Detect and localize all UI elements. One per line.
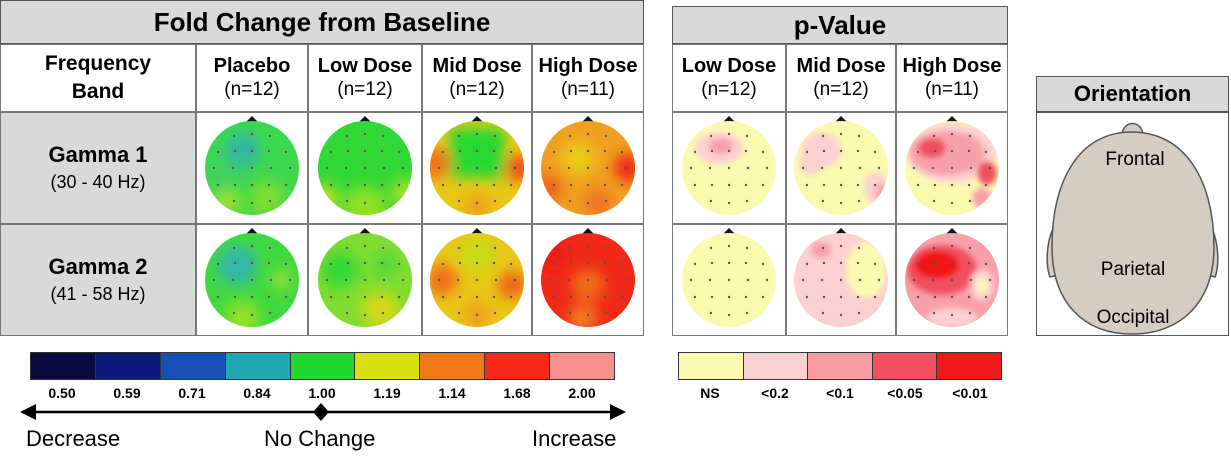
- fold-swatch-4: [290, 353, 356, 379]
- head-shape: [1051, 131, 1215, 335]
- column-label: High Dose: [538, 55, 638, 77]
- frequency-band-header: Frequency Band: [0, 44, 196, 112]
- fold-swatch-2: [160, 353, 226, 379]
- row-label: Gamma 1: [48, 142, 148, 167]
- fold-legend-label: 1.68: [503, 385, 531, 401]
- fold-legend-label: 2.00: [568, 385, 596, 401]
- left-arrowhead: [20, 404, 36, 420]
- column-label: Low Dose: [681, 55, 777, 77]
- orientation-head-diagram: [1046, 122, 1219, 335]
- no-change-label: No Change: [264, 426, 376, 451]
- column-n: (n=12): [701, 79, 757, 100]
- column-n: (n=11): [560, 79, 616, 100]
- p-map-cell-gamma2-high: [896, 224, 1008, 336]
- column-header-high-dose: High Dose (n=11): [532, 44, 644, 112]
- p-legend-label: <0.2: [761, 385, 789, 401]
- center-diamond: [313, 403, 329, 421]
- map-cell-gamma1-high: [532, 112, 644, 224]
- fold-legend-label: 1.14: [438, 385, 466, 401]
- column-n: (n=12): [224, 79, 280, 100]
- p-swatch-4: [937, 353, 1001, 379]
- column-label: High Dose: [902, 55, 1002, 77]
- fold-legend-label: 1.00: [308, 385, 336, 401]
- p-value-title: p-Value: [672, 6, 1008, 44]
- fold-legend-label: 0.84: [243, 385, 271, 401]
- row-range: (30 - 40 Hz): [50, 172, 146, 192]
- row-header-gamma-1: Gamma 1 (30 - 40 Hz): [0, 112, 196, 224]
- fold-swatch-8: [550, 353, 615, 379]
- p-legend-label: <0.05: [887, 385, 923, 401]
- column-header-mid-dose: Mid Dose (n=12): [422, 44, 532, 112]
- fold-swatch-0: [31, 353, 96, 379]
- fold-legend-label: 0.59: [113, 385, 141, 401]
- p-column-header-high-dose: High Dose (n=11): [896, 44, 1008, 112]
- fold-change-title: Fold Change from Baseline: [0, 0, 644, 44]
- fold-swatch-6: [420, 353, 486, 379]
- map-cell-gamma1-mid: [422, 112, 532, 224]
- parietal-label: Parietal: [1100, 259, 1166, 280]
- column-label: Placebo: [213, 55, 291, 77]
- frontal-label: Frontal: [1105, 149, 1165, 170]
- right-arrowhead: [610, 404, 626, 420]
- map-cell-gamma1-placebo: [196, 112, 308, 224]
- column-label: Low Dose: [317, 55, 413, 77]
- column-n: (n=12): [337, 79, 393, 100]
- frequency-band-label: Frequency Band: [44, 52, 152, 103]
- p-map-cell-gamma1-low: [672, 112, 786, 224]
- p-column-header-low-dose: Low Dose (n=12): [672, 44, 786, 112]
- p-swatch-1: [743, 353, 809, 379]
- row-range: (41 - 58 Hz): [50, 284, 146, 304]
- fold-change-colorbar: [30, 352, 615, 380]
- fold-swatch-5: [355, 353, 421, 379]
- column-label: Mid Dose: [796, 55, 886, 77]
- fold-legend-label: 0.50: [48, 385, 76, 401]
- column-n: (n=11): [924, 79, 980, 100]
- p-legend-label: NS: [700, 385, 720, 401]
- occipital-label: Occipital: [1096, 307, 1170, 328]
- row-header-gamma-2: Gamma 2 (41 - 58 Hz): [0, 224, 196, 336]
- column-header-low-dose: Low Dose (n=12): [308, 44, 422, 112]
- map-cell-gamma2-high: [532, 224, 644, 336]
- column-label: Mid Dose: [432, 55, 522, 77]
- fold-legend-label: 1.19: [373, 385, 401, 401]
- p-map-cell-gamma2-mid: [786, 224, 896, 336]
- column-header-placebo: Placebo (n=12): [196, 44, 308, 112]
- increase-label: Increase: [532, 426, 617, 451]
- fold-swatch-3: [225, 353, 291, 379]
- p-legend-label: <0.01: [952, 385, 988, 401]
- p-swatch-0: [679, 353, 744, 379]
- fold-swatch-7: [485, 353, 551, 379]
- orientation-title: Orientation: [1036, 76, 1229, 112]
- map-cell-gamma2-mid: [422, 224, 532, 336]
- column-n: (n=12): [813, 79, 869, 100]
- direction-arrow: [20, 403, 626, 421]
- row-label: Gamma 2: [48, 254, 148, 279]
- p-value-colorbar: [678, 352, 1002, 380]
- p-legend-label: <0.1: [826, 385, 854, 401]
- p-map-cell-gamma2-low: [672, 224, 786, 336]
- map-cell-gamma2-low: [308, 224, 422, 336]
- column-n: (n=12): [449, 79, 505, 100]
- p-map-cell-gamma1-high: [896, 112, 1008, 224]
- fold-swatch-1: [95, 353, 161, 379]
- fold-legend-label: 0.71: [178, 385, 206, 401]
- p-swatch-2: [808, 353, 873, 379]
- decrease-label: Decrease: [26, 426, 121, 451]
- map-cell-gamma1-low: [308, 112, 422, 224]
- p-swatch-3: [872, 353, 938, 379]
- map-cell-gamma2-placebo: [196, 224, 308, 336]
- p-map-cell-gamma1-mid: [786, 112, 896, 224]
- p-column-header-mid-dose: Mid Dose (n=12): [786, 44, 896, 112]
